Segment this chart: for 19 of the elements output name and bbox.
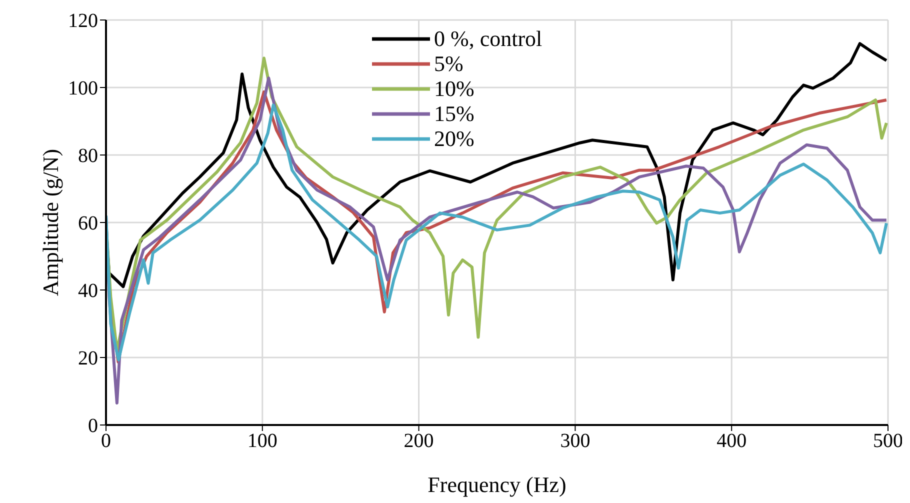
y-axis-title: Amplitude (g/N)	[38, 148, 63, 296]
y-tick-label: 40	[78, 280, 98, 302]
legend-label: 20%	[434, 126, 474, 151]
x-tick-label: 400	[716, 430, 747, 452]
x-tick-label: 300	[560, 430, 590, 452]
y-tick-label: 80	[78, 145, 98, 168]
legend-label: 10%	[434, 76, 474, 101]
legend-label: 15%	[434, 101, 474, 126]
y-tick-label: 20	[78, 348, 98, 370]
legend-label: 0 %, control	[434, 26, 542, 51]
x-tick-label: 500	[873, 430, 903, 452]
legend-label: 5%	[434, 51, 464, 76]
y-tick-label: 60	[78, 212, 98, 235]
y-tick-label: 100	[68, 78, 98, 100]
x-axis-title: Frequency (Hz)	[428, 472, 566, 497]
x-tick-label: 100	[247, 430, 278, 452]
y-tick-label: 120	[68, 10, 98, 32]
y-tick-label: 0	[88, 415, 98, 438]
x-tick-label: 200	[404, 430, 434, 452]
